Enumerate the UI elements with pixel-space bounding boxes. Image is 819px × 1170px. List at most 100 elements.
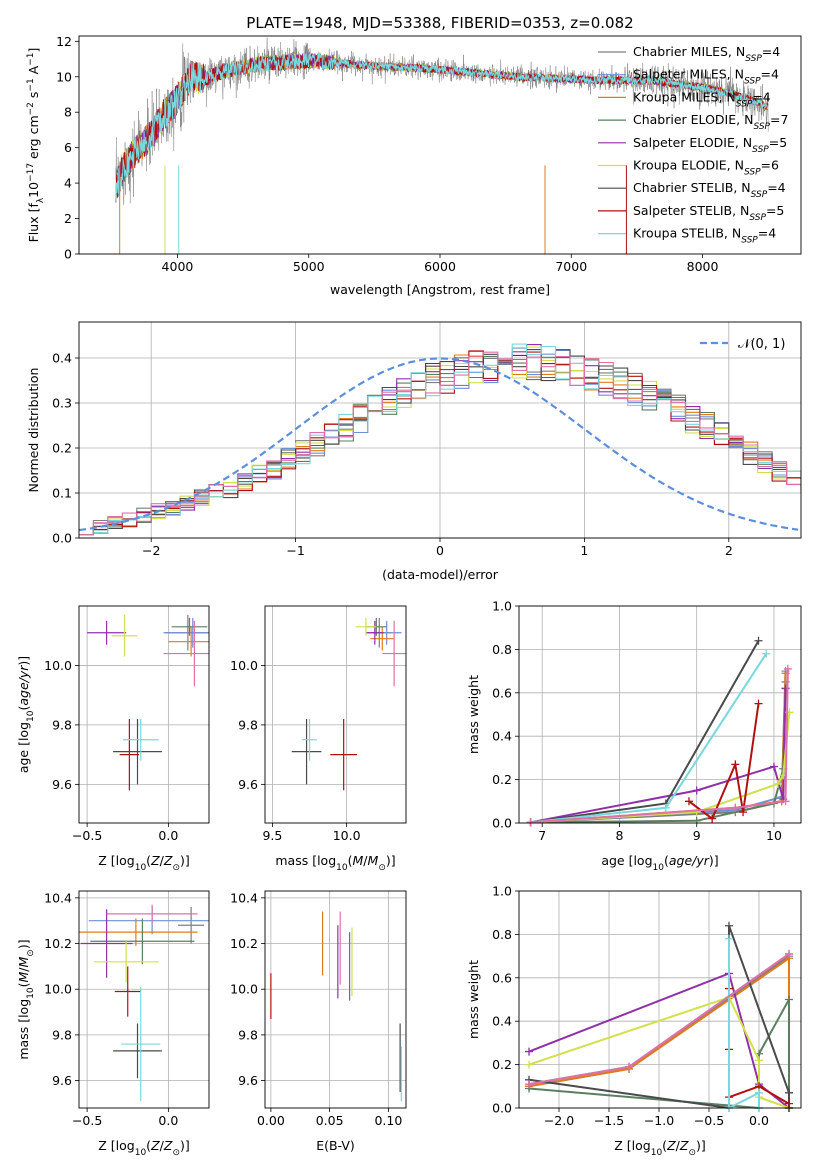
age-vs-mass-xlabel: mass [log10(M/M⊙)]: [275, 853, 395, 873]
legend-entry: Salpeter MILES, NSSP=4: [633, 67, 779, 87]
spectrum-lines: [115, 37, 769, 254]
x-tick-label: 0.00: [257, 1113, 285, 1128]
series-line: [728, 938, 760, 1110]
y-tick-label: 10.0: [230, 658, 258, 673]
age-vs-Z-frame: [78, 605, 210, 824]
x-tick-label: 0.0: [158, 1113, 178, 1128]
mass-weight-vs-age-frame: [518, 605, 802, 824]
mass-vs-EBV-axes: 0.00 0.05 0.10 9.6 9.8 10.0 10.2 10.4: [230, 890, 406, 1128]
errorbar-point: [365, 620, 384, 645]
y-tick-label: 10.0: [230, 982, 258, 997]
y-tick-label: 10.2: [44, 936, 72, 951]
figure-title: PLATE=1948, MJD=53388, FIBERID=0353, z=0…: [246, 14, 633, 32]
histogram-pink: [79, 351, 801, 536]
age-vs-mass-points: [291, 617, 406, 791]
mass-weight-vs-age-xlabel: age [log10(age/yr)]: [601, 853, 718, 873]
errorbar-point: [302, 718, 317, 761]
y-tick-label: 0.0: [52, 531, 72, 546]
series-marker: [739, 808, 748, 817]
y-tick-label: 0.0: [492, 816, 512, 831]
mass-vs-Z-points: [79, 904, 209, 1102]
age-vs-Z-points: [87, 614, 209, 791]
model-spectrum-kroupa-stelib: [115, 52, 769, 203]
series-marker: [725, 921, 733, 930]
errorbar-point: [90, 918, 195, 965]
y-tick-label: 9.6: [238, 777, 258, 792]
y-tick-label: 10.4: [44, 890, 72, 905]
series-marker: [754, 699, 763, 708]
histogram-kroupa-elodie: [79, 346, 801, 536]
series-marker: [755, 1056, 763, 1065]
x-tick-label: 0.10: [374, 1113, 402, 1128]
errorbar-point: [178, 906, 205, 944]
y-tick-label: 10.0: [44, 982, 72, 997]
x-tick-label: 7000: [555, 259, 587, 274]
x-tick-label: −0.5: [694, 1113, 724, 1128]
residuals-ylabel: Normed distribution: [26, 368, 41, 493]
mass-weight-vs-age-axes: 7 8 9 10 0.0 0.2 0.4 0.6 0.8 1.0: [492, 599, 801, 843]
series-marker: [769, 762, 778, 771]
series-marker: [661, 803, 670, 812]
series-line: [530, 688, 787, 824]
age-vs-Z-ylabel: age [log10(age/yr)]: [16, 656, 36, 773]
series-marker: [785, 1099, 793, 1108]
mass-weight-vs-age-ylabel: mass weight: [466, 675, 481, 754]
errorbar-point: [106, 904, 198, 923]
legend-entry: Salpeter STELIB, NSSP=5: [633, 203, 784, 223]
series-line: [530, 653, 768, 824]
y-tick-label: 9.8: [238, 1027, 258, 1042]
residuals-xlabel: (data-model)/error: [382, 567, 499, 582]
errorbar-point: [87, 620, 127, 645]
histogram-chabrier-elodie: [79, 355, 801, 536]
errorbar-point: [113, 1023, 162, 1079]
errorbar-point: [119, 718, 140, 791]
y-tick-label: 0.4: [492, 1014, 512, 1029]
legend-entry: Chabrier MILES, NSSP=4: [633, 44, 780, 64]
y-tick-label: 0.8: [492, 642, 512, 657]
series-marker: [762, 649, 771, 658]
y-tick-label: 9.8: [238, 717, 258, 732]
series-marker: [773, 779, 782, 788]
x-tick-label: 6000: [424, 259, 456, 274]
series-marker: [625, 1062, 633, 1071]
x-tick-label: −1: [286, 543, 304, 558]
mass-weight-vs-Z-series: [525, 921, 793, 1112]
residuals-frame: [78, 321, 802, 539]
spectrum-ylabel: Flux [fλ10−17 erg cm−2 s−1 A−1]: [26, 48, 46, 243]
legend-gaussian-label: 𝒩(0, 1): [738, 337, 785, 352]
errorbar-point: [163, 617, 209, 648]
histogram-chabrier-stelib: [79, 349, 801, 536]
x-tick-label: −2.0: [544, 1113, 574, 1128]
x-tick-label: 8000: [687, 259, 719, 274]
y-tick-label: 9.8: [52, 717, 72, 732]
y-tick-label: 0.4: [492, 729, 512, 744]
series-marker: [781, 797, 790, 806]
legend-entry: Chabrier ELODIE, NSSP=7: [633, 112, 788, 132]
y-tick-label: 10: [56, 69, 72, 84]
errorbar-point: [111, 614, 138, 657]
x-tick-label: 9.5: [262, 828, 282, 843]
y-tick-label: 0.2: [52, 441, 72, 456]
errorbar-point: [163, 620, 209, 687]
histogram-salpeter-stelib: [79, 350, 801, 536]
y-tick-label: 1.0: [492, 599, 512, 614]
errorbar-point: [113, 718, 162, 785]
y-tick-label: 6: [64, 140, 72, 155]
y-tick-label: 8: [64, 105, 72, 120]
errorbar-point: [122, 718, 159, 761]
series-marker: [754, 636, 763, 645]
errorbar-point: [114, 966, 141, 1017]
series-marker: [692, 816, 701, 825]
mass-vs-EBV-xlabel: E(B-V): [316, 1138, 355, 1153]
series-marker: [684, 797, 693, 806]
age-vs-Z-axes: −0.5 0.0 9.6 9.8 10.0: [44, 606, 209, 843]
errorbar-point: [370, 626, 395, 651]
x-tick-label: 0.05: [316, 1113, 344, 1128]
series-marker: [785, 995, 793, 1004]
y-tick-label: 4: [64, 176, 72, 191]
y-tick-label: 10.4: [230, 890, 258, 905]
x-tick-label: 5000: [293, 259, 325, 274]
legend-entry: Chabrier STELIB, NSSP=4: [633, 180, 786, 200]
x-tick-label: 0.0: [749, 1113, 769, 1128]
y-tick-label: 2: [64, 211, 72, 226]
